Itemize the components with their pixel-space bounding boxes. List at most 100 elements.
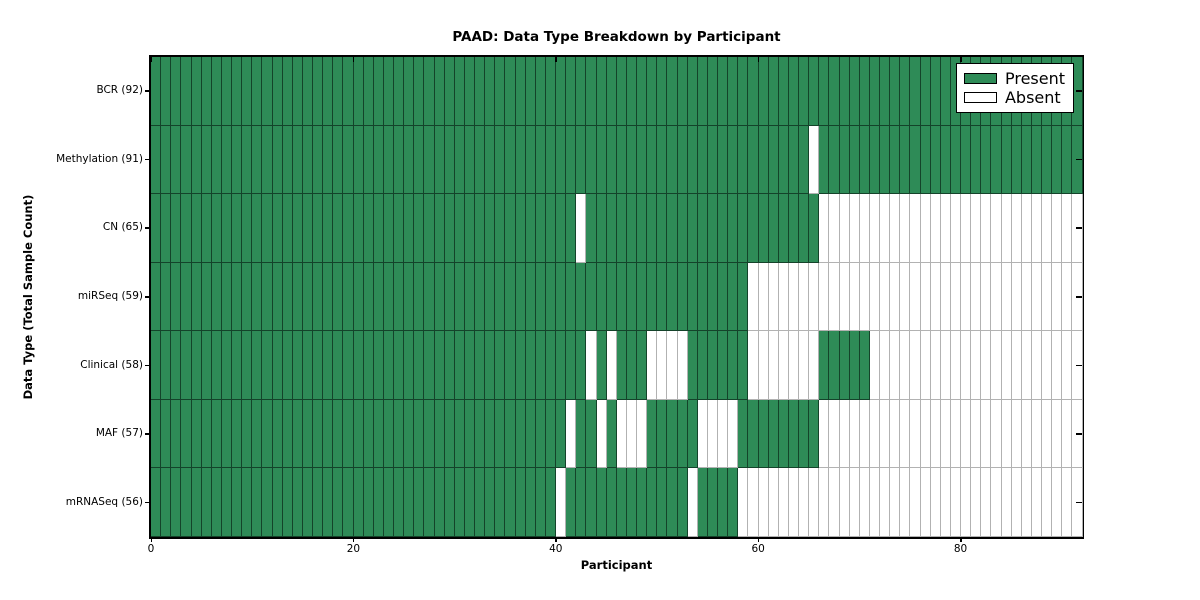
matrix-cell-BCR-71 <box>869 57 880 126</box>
matrix-cell-MAF-65 <box>809 399 820 469</box>
matrix-cell-CN-39 <box>545 194 556 263</box>
matrix-cell-CN-88 <box>1042 194 1053 263</box>
matrix-cell-BCR-60 <box>758 57 769 126</box>
matrix-cell-BCR-15 <box>302 57 313 126</box>
matrix-cell-CN-67 <box>829 194 840 263</box>
matrix-cell-CN-21 <box>363 194 374 263</box>
matrix-cell-Clinical-48 <box>637 331 648 400</box>
matrix-cell-Methylation-75 <box>910 125 921 195</box>
matrix-cell-miRSeq-72 <box>880 262 891 332</box>
matrix-cell-miRSeq-61 <box>768 262 779 332</box>
matrix-cell-MAF-34 <box>495 399 506 469</box>
matrix-cell-CN-85 <box>1011 194 1022 263</box>
matrix-cell-CN-63 <box>788 194 799 263</box>
matrix-cell-MAF-26 <box>414 399 425 469</box>
matrix-cell-Clinical-85 <box>1011 331 1022 400</box>
matrix-cell-BCR-73 <box>890 57 901 126</box>
matrix-cell-CN-73 <box>890 194 901 263</box>
matrix-cell-Methylation-63 <box>788 125 799 195</box>
matrix-cell-CN-23 <box>383 194 394 263</box>
matrix-cell-Clinical-42 <box>576 331 587 400</box>
matrix-cell-MAF-47 <box>626 399 637 469</box>
matrix-cell-mRNASeq-57 <box>728 468 739 538</box>
matrix-cell-Clinical-35 <box>505 331 516 400</box>
matrix-cell-Methylation-33 <box>485 125 496 195</box>
matrix-cell-miRSeq-70 <box>859 262 870 332</box>
matrix-cell-Methylation-38 <box>535 125 546 195</box>
matrix-cell-mRNASeq-63 <box>788 468 799 538</box>
matrix-cell-miRSeq-48 <box>637 262 648 332</box>
matrix-cell-BCR-50 <box>657 57 668 126</box>
matrix-cell-CN-76 <box>920 194 931 263</box>
matrix-cell-Methylation-29 <box>444 125 455 195</box>
matrix-cell-BCR-2 <box>171 57 182 126</box>
matrix-cell-CN-10 <box>252 194 263 263</box>
matrix-cell-Methylation-48 <box>637 125 648 195</box>
matrix-cell-MAF-25 <box>404 399 415 469</box>
matrix-cell-BCR-70 <box>859 57 870 126</box>
matrix-cell-CN-38 <box>535 194 546 263</box>
x-tick-label-20: 20 <box>346 543 361 555</box>
matrix-cell-mRNASeq-67 <box>829 468 840 538</box>
matrix-cell-miRSeq-81 <box>971 262 982 332</box>
matrix-cell-CN-61 <box>768 194 779 263</box>
matrix-cell-CN-81 <box>971 194 982 263</box>
matrix-cell-mRNASeq-85 <box>1011 468 1022 538</box>
row-MAF <box>151 399 1083 469</box>
matrix-cell-MAF-46 <box>616 399 627 469</box>
matrix-cell-miRSeq-14 <box>292 262 303 332</box>
matrix-cell-Methylation-22 <box>373 125 384 195</box>
matrix-cell-miRSeq-12 <box>272 262 283 332</box>
matrix-cell-miRSeq-28 <box>434 262 445 332</box>
matrix-cell-Methylation-16 <box>313 125 324 195</box>
matrix-cell-Clinical-62 <box>778 331 789 400</box>
matrix-cell-CN-33 <box>485 194 496 263</box>
matrix-cell-CN-53 <box>687 194 698 263</box>
matrix-cell-BCR-43 <box>586 57 597 126</box>
matrix-cell-Clinical-28 <box>434 331 445 400</box>
matrix-cell-miRSeq-67 <box>829 262 840 332</box>
matrix-cell-MAF-17 <box>323 399 334 469</box>
matrix-cell-miRSeq-59 <box>748 262 759 332</box>
matrix-cell-CN-11 <box>262 194 273 263</box>
x-tick-label-80: 80 <box>953 543 968 555</box>
matrix-cell-mRNASeq-65 <box>809 468 820 538</box>
matrix-cell-BCR-72 <box>880 57 891 126</box>
matrix-cell-CN-20 <box>353 194 364 263</box>
matrix-cell-Methylation-58 <box>738 125 749 195</box>
matrix-cell-miRSeq-56 <box>718 262 729 332</box>
matrix-cell-CN-7 <box>221 194 232 263</box>
matrix-cell-BCR-53 <box>687 57 698 126</box>
matrix-cell-miRSeq-15 <box>302 262 313 332</box>
matrix-cell-mRNASeq-0 <box>151 468 162 538</box>
matrix-cell-mRNASeq-25 <box>404 468 415 538</box>
matrix-cell-mRNASeq-42 <box>576 468 587 538</box>
matrix-cell-miRSeq-77 <box>930 262 941 332</box>
matrix-cell-miRSeq-63 <box>788 262 799 332</box>
matrix-cell-Clinical-52 <box>677 331 688 400</box>
legend-absent-swatch <box>963 92 997 103</box>
matrix-cell-Clinical-51 <box>667 331 678 400</box>
matrix-cell-CN-32 <box>475 194 486 263</box>
matrix-cell-mRNASeq-10 <box>252 468 263 538</box>
matrix-cell-Methylation-26 <box>414 125 425 195</box>
matrix-cell-BCR-44 <box>596 57 607 126</box>
matrix-cell-CN-44 <box>596 194 607 263</box>
matrix-cell-CN-31 <box>464 194 475 263</box>
matrix-cell-miRSeq-74 <box>900 262 911 332</box>
matrix-cell-MAF-21 <box>363 399 374 469</box>
matrix-cell-Clinical-2 <box>171 331 182 400</box>
matrix-cell-Methylation-61 <box>768 125 779 195</box>
row-mRNASeq <box>151 468 1083 538</box>
matrix-cell-Clinical-58 <box>738 331 749 400</box>
matrix-cell-miRSeq-57 <box>728 262 739 332</box>
matrix-cell-MAF-71 <box>869 399 880 469</box>
matrix-cell-miRSeq-6 <box>211 262 222 332</box>
matrix-cell-Methylation-68 <box>839 125 850 195</box>
matrix-cell-mRNASeq-18 <box>333 468 344 538</box>
matrix-cell-BCR-52 <box>677 57 688 126</box>
matrix-cell-BCR-54 <box>697 57 708 126</box>
matrix-cell-mRNASeq-75 <box>910 468 921 538</box>
matrix-cell-CN-0 <box>151 194 162 263</box>
matrix-cell-mRNASeq-76 <box>920 468 931 538</box>
